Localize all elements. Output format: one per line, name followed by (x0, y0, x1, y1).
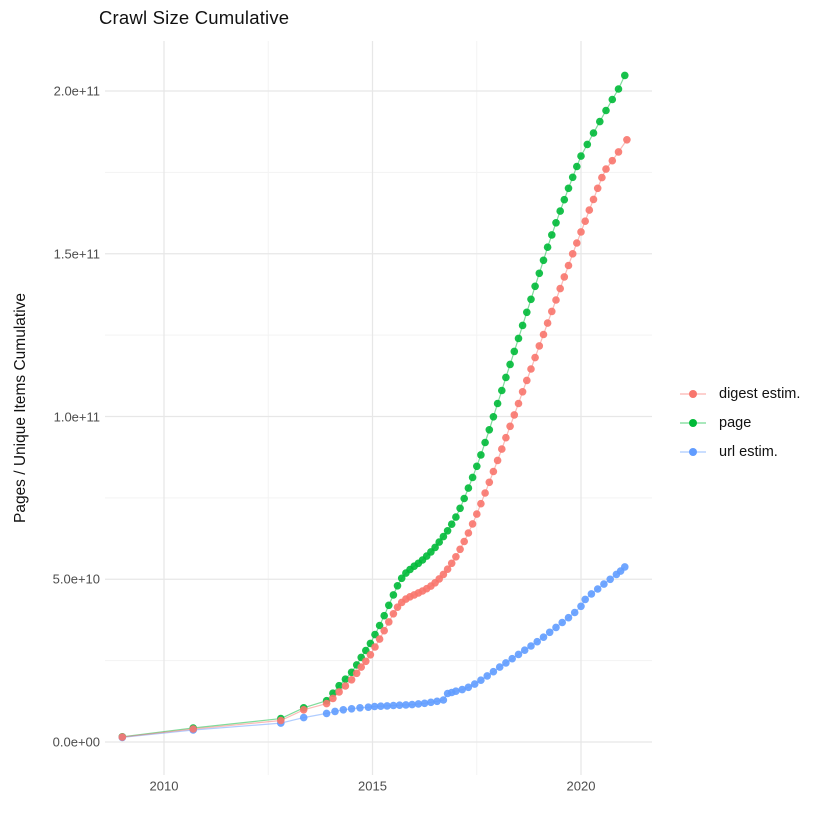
y-axis-title: Pages / Unique Items Cumulative (12, 292, 29, 524)
legend-item-digest-estim: digest estim. (678, 379, 800, 408)
legend-key-icon (680, 447, 706, 456)
legend-item-page: page (678, 408, 800, 437)
legend: digest estim. page url estim. (678, 379, 800, 466)
chart-title: Crawl Size Cumulative (99, 7, 290, 28)
x-tick-label: 2015 (358, 778, 387, 794)
legend-label: url estim. (719, 443, 778, 460)
y-tick-label: 2.0e+11 (53, 83, 100, 99)
legend-item-url-estim: url estim. (678, 437, 800, 466)
legend-label: page (719, 414, 752, 431)
y-tick-label: 0.0e+00 (52, 734, 100, 750)
y-tick-label: 1.5e+11 (53, 246, 100, 262)
legend-key-icon (680, 418, 706, 427)
x-tick-label: 2010 (149, 778, 179, 794)
y-tick-label: 1.0e+11 (53, 409, 100, 424)
legend-label: digest estim. (719, 385, 801, 402)
y-tick-label: 5.0e+10 (52, 571, 100, 587)
legend-key-icon (680, 389, 706, 398)
x-tick-label: 2020 (566, 778, 596, 794)
